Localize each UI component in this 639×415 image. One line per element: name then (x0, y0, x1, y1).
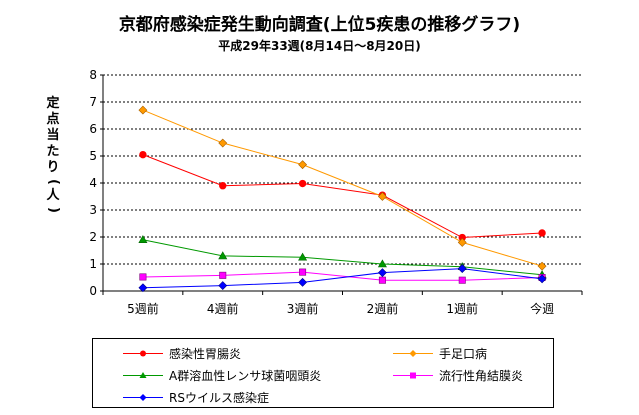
y-tick-label: 4 (89, 176, 97, 190)
data-point-series-4 (219, 271, 227, 279)
data-point-series-2 (298, 160, 308, 170)
y-axis-label: 定点当たり ( 人) (44, 96, 62, 216)
legend-label: 感染性胃腸炎 (169, 347, 242, 361)
data-point-series-5 (298, 277, 308, 287)
y-axis-label-char: 当 (46, 128, 60, 143)
data-point-series-5 (377, 268, 387, 278)
legend-swatch (123, 394, 163, 401)
legend-item: 感染性胃腸炎 (123, 345, 241, 362)
y-tick-label: 6 (89, 122, 97, 136)
legend-swatch (393, 350, 433, 357)
legend-swatch (123, 372, 163, 378)
data-point-series-4 (299, 268, 307, 276)
chart-title: 京都府感染症発生動向調査(上位5疾患の推移グラフ) (118, 15, 521, 35)
data-point-series-3 (138, 235, 148, 243)
legend-item: A群溶血性レンサ球菌咽頭炎 (123, 367, 321, 384)
y-tick-label: 7 (89, 95, 97, 109)
series-line-3 (142, 239, 543, 276)
data-point-series-2 (138, 105, 148, 115)
series-line-4 (142, 271, 543, 281)
data-point-series-1 (538, 229, 546, 237)
legend-swatch-marker (139, 372, 147, 378)
x-tick-label: 4週前 (207, 301, 239, 316)
x-tick-label: 3週前 (287, 301, 319, 316)
data-point-series-5 (457, 264, 467, 274)
legend-swatch-marker (409, 350, 417, 357)
y-axis-label-char: ) (46, 207, 61, 213)
legend-item: 流行性角結膜炎 (393, 367, 523, 384)
x-tick-label: 5週前 (127, 301, 159, 316)
legend-label: 流行性角結膜炎 (439, 369, 524, 383)
y-tick-label: 8 (89, 68, 97, 82)
legend-label: RSウイルス感染症 (169, 391, 269, 405)
y-tick-label: 0 (89, 284, 97, 298)
legend-swatch-marker (140, 350, 146, 357)
data-point-series-5 (218, 281, 228, 291)
legend-item: RSウイルス感染症 (123, 389, 269, 406)
data-point-series-4 (458, 276, 466, 284)
data-point-series-2 (537, 261, 547, 271)
chart-subtitle: 平成29年33週(8月14日～8月20日) (218, 39, 421, 53)
x-tick-label: 2週前 (367, 301, 399, 316)
y-axis-label-char: ( (46, 179, 61, 185)
y-tick-label: 2 (89, 230, 97, 244)
legend-swatch-marker (410, 372, 416, 379)
data-point-series-4 (378, 276, 386, 284)
data-point-series-3 (377, 259, 387, 268)
y-axis-label-char: 定 (46, 96, 60, 111)
legend-swatch-marker (139, 394, 147, 401)
y-tick-label: 5 (89, 149, 97, 163)
legend-label: 手足口病 (439, 347, 488, 361)
legend-swatch (393, 372, 433, 379)
x-tick-label: 1週前 (446, 301, 478, 316)
series-line-2 (142, 109, 543, 267)
series-line-5 (142, 268, 543, 289)
data-point-series-3 (218, 251, 228, 260)
series-line-1 (142, 154, 543, 239)
legend: 感染性胃腸炎 手足口病 A群溶血性レンサ球菌咽頭炎 流行性角結膜炎 RSウイルス感染症 (92, 338, 554, 408)
data-point-series-2 (457, 237, 467, 247)
y-axis-label-char: 点 (46, 112, 60, 127)
data-point-series-1 (298, 179, 307, 188)
x-tick-label: 今週 (530, 301, 554, 316)
data-point-series-3 (298, 252, 308, 261)
data-point-series-2 (377, 192, 387, 201)
y-tick-label: 3 (89, 203, 97, 217)
legend-label: A群溶血性レンサ球菌咽頭炎 (169, 369, 322, 383)
y-axis-label-char: 人 (46, 188, 60, 203)
y-axis-label-char: り (46, 160, 60, 175)
data-point-series-5 (537, 274, 547, 284)
y-axis-label-char: た (46, 144, 60, 159)
legend-swatch (123, 350, 163, 357)
legend-item: 手足口病 (393, 345, 487, 362)
data-point-series-2 (218, 138, 228, 148)
data-point-series-1 (139, 150, 147, 159)
data-point-series-5 (138, 283, 148, 293)
y-tick-label: 1 (89, 257, 97, 271)
data-point-series-1 (219, 182, 227, 190)
data-point-series-4 (139, 273, 147, 281)
